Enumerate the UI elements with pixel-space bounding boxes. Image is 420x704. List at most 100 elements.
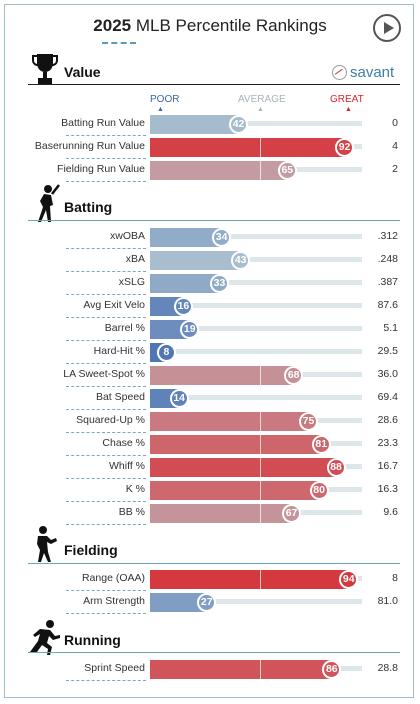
savant-logo: savant	[332, 64, 394, 81]
metric-label: xwOBA	[109, 230, 145, 242]
percentile-bar	[150, 570, 350, 589]
average-marker	[260, 660, 261, 679]
metric-value: 9.6	[383, 506, 398, 518]
percentile-badge: 92	[335, 138, 355, 157]
average-marker	[260, 435, 261, 454]
percentile-badge: 16	[173, 297, 193, 316]
percentile-badge: 68	[284, 366, 304, 385]
metric-label: Whiff %	[109, 460, 145, 472]
percentile-badge: 27	[197, 593, 217, 612]
metric-label: LA Sweet-Spot %	[63, 368, 145, 380]
metric-label: Range (OAA)	[81, 572, 145, 584]
play-button[interactable]	[373, 14, 401, 42]
row-divider	[66, 294, 146, 295]
percentile-badge: 88	[326, 458, 346, 477]
percentile-track	[150, 280, 362, 285]
metric-value: .312	[377, 230, 398, 242]
legend-great-triangle: ▲	[345, 106, 352, 113]
metric-label: Avg Exit Velo	[83, 299, 145, 311]
metric-value: 16.7	[377, 460, 398, 472]
percentile-bar	[150, 593, 208, 612]
metric-value: 4	[392, 140, 398, 152]
metric-row[interactable]: xSLG 33 .387	[0, 272, 420, 295]
metric-row[interactable]: Whiff % 88 16.7	[0, 456, 420, 479]
metric-value: 2	[392, 163, 398, 175]
row-divider	[66, 271, 146, 272]
percentile-badge: 14	[169, 389, 189, 408]
legend-poor-triangle: ▲	[157, 106, 164, 113]
metric-label: Arm Strength	[83, 595, 145, 607]
percentile-bar	[150, 458, 337, 477]
metric-row[interactable]: Bat Speed 14 69.4	[0, 387, 420, 410]
metric-row[interactable]: Squared-Up % 75 28.6	[0, 410, 420, 433]
percentile-badge: 8	[156, 343, 176, 362]
title-text: MLB Percentile Rankings	[135, 16, 327, 35]
legend-average: AVERAGE	[238, 94, 286, 105]
percentile-badge: 19	[180, 320, 200, 339]
metric-row[interactable]: xwOBA 34 .312	[0, 226, 420, 249]
row-divider	[66, 158, 146, 159]
metric-label: Bat Speed	[95, 391, 145, 403]
percentile-badge: 81	[311, 435, 331, 454]
metric-value: .387	[377, 276, 398, 288]
metric-label: Chase %	[102, 437, 145, 449]
row-divider	[66, 613, 146, 614]
percentile-bar	[150, 435, 322, 454]
title-year: 2025	[93, 16, 132, 35]
legend-poor: POOR	[150, 94, 180, 105]
section-divider	[28, 652, 400, 653]
metric-row[interactable]: Barrel % 19 5.1	[0, 318, 420, 341]
metric-row[interactable]: BB % 67 9.6	[0, 502, 420, 525]
percentile-bar	[150, 251, 242, 270]
metric-label: Baserunning Run Value	[34, 140, 145, 152]
percentile-bar	[150, 412, 309, 431]
metric-value: 28.6	[377, 414, 398, 426]
metric-row[interactable]: Baserunning Run Value 92 4	[0, 136, 420, 159]
metric-value: .248	[377, 253, 398, 265]
average-marker	[260, 458, 261, 477]
metric-value: 81.0	[377, 595, 398, 607]
savant-label: savant	[350, 64, 395, 81]
metric-value: 28.8	[377, 662, 398, 674]
average-marker	[260, 570, 261, 589]
metric-row[interactable]: Avg Exit Velo 16 87.6	[0, 295, 420, 318]
average-marker	[260, 504, 261, 523]
percentile-track	[150, 303, 362, 308]
metric-value: 16.3	[377, 483, 398, 495]
metric-value: 36.0	[377, 368, 398, 380]
section-divider	[28, 563, 400, 564]
metric-row[interactable]: Fielding Run Value 65 2	[0, 159, 420, 182]
metric-row[interactable]: Sprint Speed 86 28.8	[0, 658, 420, 681]
metric-row[interactable]: Arm Strength 27 81.0	[0, 591, 420, 614]
metric-label: Fielding Run Value	[57, 163, 145, 175]
metric-row[interactable]: Hard-Hit % 8 29.5	[0, 341, 420, 364]
metric-label: Barrel %	[104, 322, 145, 334]
percentile-badge: 42	[229, 115, 249, 134]
row-divider	[66, 363, 146, 364]
percentile-track	[150, 349, 362, 354]
percentile-bar	[150, 660, 333, 679]
metric-row[interactable]: Range (OAA) 94 8	[0, 568, 420, 591]
percentile-badge: 65	[277, 161, 297, 180]
batter-icon	[38, 184, 60, 222]
percentile-badge: 86	[322, 660, 342, 679]
row-divider	[66, 181, 146, 182]
average-marker	[260, 161, 261, 180]
row-divider	[66, 340, 146, 341]
percentile-track	[150, 326, 362, 331]
metric-row[interactable]: Batting Run Value 42 0	[0, 113, 420, 136]
metric-label: Hard-Hit %	[93, 345, 145, 357]
metric-value: 69.4	[377, 391, 398, 403]
metric-row[interactable]: K % 80 16.3	[0, 479, 420, 502]
metric-label: xBA	[125, 253, 145, 265]
section-title-fielding: Fielding	[64, 542, 118, 558]
metric-row[interactable]: Chase % 81 23.3	[0, 433, 420, 456]
percentile-track	[150, 599, 362, 604]
row-divider	[66, 386, 146, 387]
average-marker	[260, 366, 261, 385]
title-underline	[102, 42, 136, 44]
trophy-icon	[32, 54, 58, 84]
metric-row[interactable]: LA Sweet-Spot % 68 36.0	[0, 364, 420, 387]
metric-row[interactable]: xBA 43 .248	[0, 249, 420, 272]
metric-value: 87.6	[377, 299, 398, 311]
